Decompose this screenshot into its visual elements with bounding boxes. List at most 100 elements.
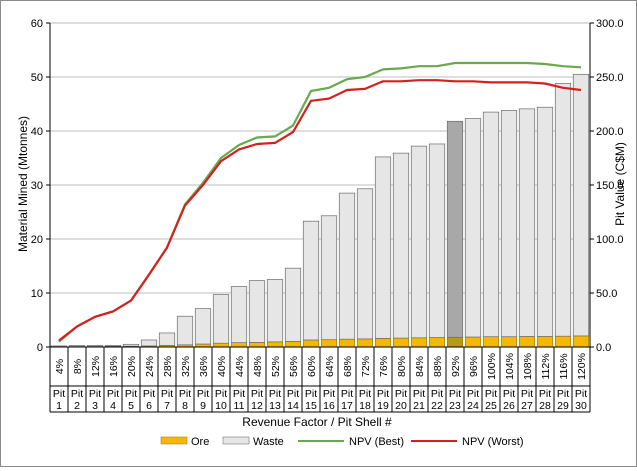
revenue-factor-label: 112%: [540, 353, 552, 379]
pit-shell-number: 1: [56, 400, 62, 412]
waste-bar: [249, 281, 264, 343]
waste-bar: [213, 295, 228, 344]
revenue-factor-label: 36%: [198, 356, 210, 377]
pit-label: Pit: [467, 388, 479, 400]
waste-bar: [69, 345, 84, 346]
pit-shell-number: 14: [287, 400, 299, 412]
waste-bar: [159, 333, 174, 345]
ore-bar: [303, 340, 318, 347]
ore-bar: [447, 337, 462, 347]
revenue-factor-label: 96%: [468, 356, 480, 377]
revenue-factor-label: 48%: [252, 356, 264, 377]
legend-label-npv-best: NPV (Best): [349, 436, 404, 448]
ore-bar: [411, 338, 426, 347]
ore-bar: [249, 342, 264, 347]
waste-bar: [411, 146, 426, 338]
pit-shell-number: 3: [92, 400, 98, 412]
pit-shell-number: 29: [557, 400, 569, 412]
waste-bar: [375, 157, 390, 338]
revenue-factor-label: 104%: [504, 353, 516, 380]
bar-group: [51, 74, 588, 347]
legend-swatch-ore: [161, 437, 187, 444]
pit-shell-number: 22: [431, 400, 443, 412]
ore-bar: [393, 338, 408, 347]
legend-label-ore: Ore: [191, 436, 209, 448]
pit-shell-number: 8: [182, 400, 188, 412]
waste-bar: [123, 344, 138, 346]
pit-shell-number: 17: [341, 400, 353, 412]
waste-bar: [537, 107, 552, 336]
pit-label: Pit: [557, 388, 569, 400]
pit-label: Pit: [179, 388, 191, 400]
ore-bar: [231, 343, 246, 347]
pit-shell-number: 28: [539, 400, 551, 412]
pit-shell-number: 9: [200, 400, 206, 412]
legend-swatch-waste: [223, 437, 249, 444]
revenue-factor-label: 116%: [558, 353, 570, 379]
right-tick-label: 250.0: [596, 72, 624, 84]
left-tick-label: 0: [37, 342, 43, 354]
pit-label: Pit: [521, 388, 533, 400]
pit-label: Pit: [197, 388, 209, 400]
waste-bar: [303, 221, 318, 340]
revenue-factor-label: 44%: [234, 356, 246, 377]
pit-label: Pit: [431, 388, 443, 400]
revenue-factor-label: 76%: [378, 356, 390, 377]
waste-bar: [483, 112, 498, 337]
revenue-factor-label: 28%: [162, 356, 174, 377]
pit-label: Pit: [251, 388, 263, 400]
right-tick-label: 300.0: [596, 18, 624, 30]
pit-label: Pit: [215, 388, 227, 400]
ore-bar: [267, 342, 282, 347]
y-axis-title: Material Mined (Mtonnes): [16, 116, 30, 252]
left-tick-label: 10: [31, 288, 43, 300]
ore-bar: [555, 336, 570, 347]
pit-label: Pit: [143, 388, 155, 400]
ore-bar: [213, 343, 228, 347]
pit-shell-number: 5: [128, 400, 134, 412]
pit-label: Pit: [107, 388, 119, 400]
pit-label: Pit: [53, 388, 65, 400]
waste-bar: [447, 121, 462, 337]
waste-bar: [393, 153, 408, 338]
waste-bar: [195, 309, 210, 344]
pit-label: Pit: [161, 388, 173, 400]
pit-label: Pit: [233, 388, 245, 400]
pit-shell-number: 2: [74, 400, 80, 412]
waste-bar: [519, 109, 534, 337]
revenue-factor-label: 60%: [306, 356, 318, 377]
pit-label: Pit: [539, 388, 551, 400]
waste-bar: [177, 316, 192, 345]
revenue-factor-label: 88%: [432, 356, 444, 377]
revenue-factor-label: 24%: [144, 356, 156, 377]
pit-label: Pit: [449, 388, 461, 400]
pit-shell-number: 20: [395, 400, 407, 412]
waste-bar: [141, 340, 156, 346]
pit-label: Pit: [287, 388, 299, 400]
ore-bar: [339, 339, 354, 347]
pit-label: Pit: [503, 388, 515, 400]
ore-bar: [321, 340, 336, 347]
pit-shell-number: 10: [215, 400, 227, 412]
right-tick-label: 50.0: [596, 288, 617, 300]
revenue-factor-label: 52%: [270, 356, 282, 377]
revenue-factor-label: 92%: [450, 356, 462, 377]
pit-label: Pit: [395, 388, 407, 400]
left-tick-label: 40: [31, 126, 43, 138]
waste-bar: [339, 193, 354, 339]
ore-bar: [501, 337, 516, 347]
ore-bar: [357, 339, 372, 347]
revenue-factor-label: 12%: [90, 356, 102, 377]
revenue-factor-label: 100%: [486, 353, 498, 380]
pit-label: Pit: [305, 388, 317, 400]
revenue-factor-label: 32%: [180, 356, 192, 377]
pit-shell-number: 11: [234, 400, 245, 412]
pit-shell-number: 19: [377, 400, 389, 412]
left-tick-label: 50: [31, 72, 43, 84]
revenue-factor-label: 4%: [54, 359, 66, 374]
revenue-factor-label: 68%: [342, 356, 354, 377]
revenue-factor-label: 64%: [324, 356, 336, 377]
